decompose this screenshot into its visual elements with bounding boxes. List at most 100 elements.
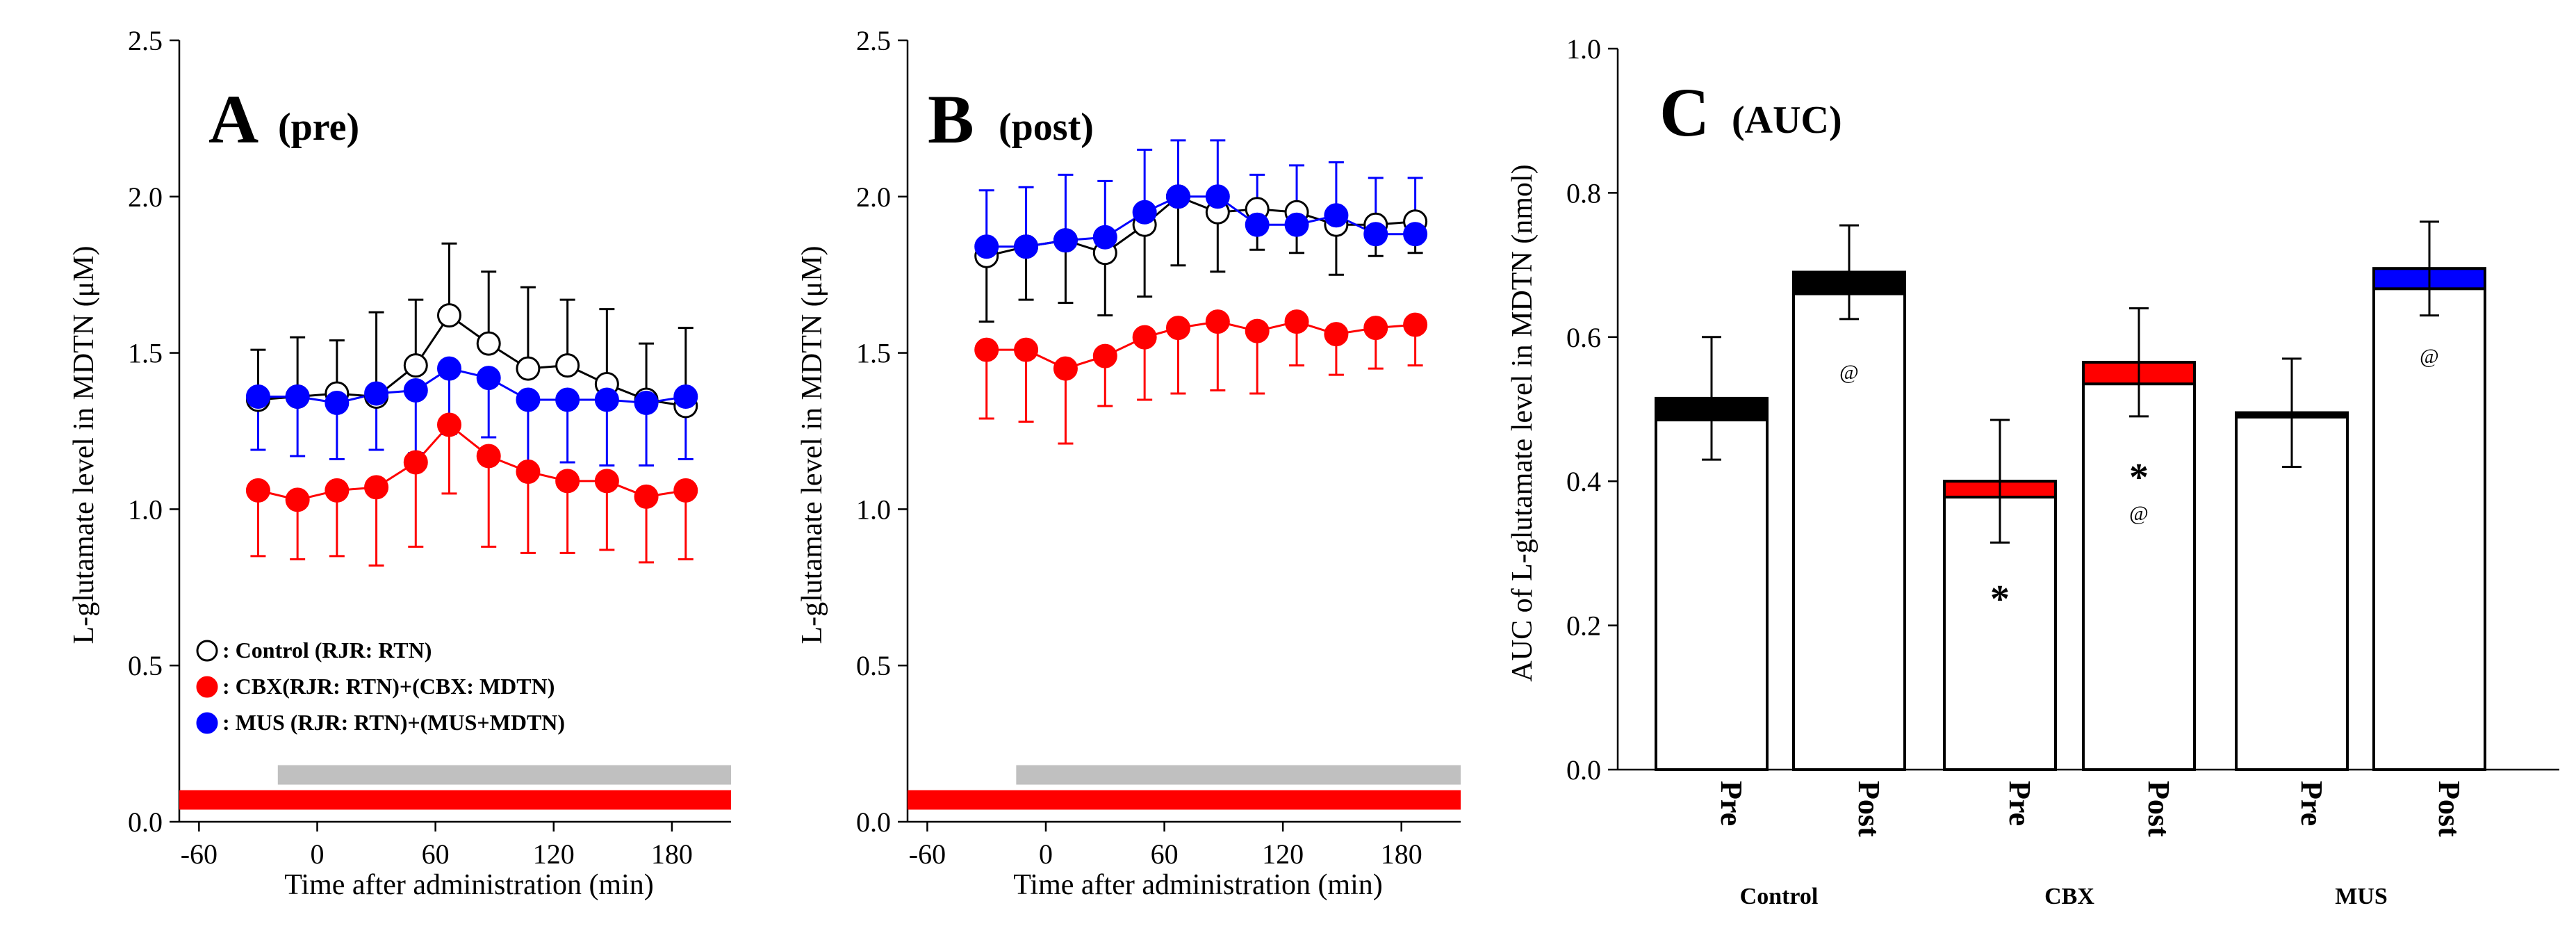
y-tick-label-B: 1.0 [856, 494, 891, 525]
data-point-mus-B [1324, 203, 1349, 228]
series-line-cbx-B [986, 321, 1416, 370]
y-tick-label-A: 1.5 [128, 338, 163, 369]
series-line-control-A [258, 314, 687, 407]
data-point-cbx-A [516, 459, 541, 484]
data-point-cbx-A [476, 444, 501, 469]
group-label-mus: MUS [2335, 884, 2388, 909]
series-line-control-B [986, 195, 1416, 257]
y-axis-label-C: AUC of L-glutamate level in MDTN (nmol) [1507, 164, 1539, 681]
y-tick-label-B: 2.5 [856, 25, 891, 56]
y-tick-label-A: 2.5 [128, 25, 163, 56]
data-point-mus-B [974, 234, 999, 259]
data-point-control-A [476, 331, 501, 356]
data-point-mus-B [1403, 222, 1428, 247]
y-tick-label-B: 0.5 [856, 650, 891, 681]
data-point-cbx-A [364, 475, 389, 500]
data-point-cbx-B [1284, 309, 1309, 334]
category-label-5: Post [2432, 781, 2466, 837]
data-point-mus-B [1363, 222, 1388, 247]
y-tick-label-B: 1.5 [856, 338, 891, 369]
y-tick-label-A: 1.0 [128, 494, 163, 525]
data-point-mus-A [436, 356, 461, 381]
data-point-cbx-A [403, 450, 428, 475]
data-point-cbx-A [555, 469, 580, 494]
data-point-cbx-B [1324, 322, 1349, 347]
y-tick-label-C: 0.4 [1566, 466, 1601, 497]
data-point-mus-A [594, 387, 619, 412]
data-point-mus-A [364, 381, 389, 406]
data-point-mus-B [1165, 184, 1190, 209]
y-tick-label-C: 0.8 [1566, 177, 1601, 209]
panel-letter-A: A [208, 81, 259, 158]
data-point-control-A [436, 303, 461, 328]
data-point-cbx-A [594, 469, 619, 494]
data-point-mus-B [1092, 225, 1117, 250]
data-point-cbx-A [325, 478, 350, 503]
x-tick-label-B: -60 [909, 838, 946, 870]
y-tick-label-C: 0.6 [1566, 322, 1601, 353]
legend-label-0: : Control (RJR: RTN) [222, 638, 432, 663]
administration-bar-B [908, 790, 1461, 810]
y-axis-label-A: L-glutamate level in MDTN (μM) [68, 245, 100, 644]
series-line-cbx-A [258, 423, 687, 501]
y-tick-label-A: 2.0 [128, 181, 163, 213]
x-axis-label-B: Time after administration (min) [1013, 869, 1383, 901]
significance-at-3: @ [2129, 502, 2149, 525]
data-point-cbx-B [1092, 343, 1117, 368]
data-point-control-A [403, 353, 428, 378]
y-tick-label-A: 0.0 [128, 806, 163, 838]
data-point-cbx-B [1245, 318, 1270, 343]
data-point-cbx-B [1132, 325, 1157, 350]
category-label-4: Pre [2295, 781, 2329, 826]
data-point-control-A [555, 353, 580, 378]
panel-letter-C: C [1659, 74, 1709, 151]
data-point-mus-A [516, 387, 541, 412]
y-tick-label-C: 0.2 [1566, 610, 1601, 642]
legend-label-1: : CBX(RJR: RTN)+(CBX: MDTN) [222, 674, 555, 699]
bar-cbx-post [2082, 361, 2196, 771]
data-point-mus-A [476, 366, 501, 391]
legend-marker-1 [196, 676, 218, 698]
data-point-cbx-A [436, 412, 461, 437]
administration-bar-B [1016, 765, 1461, 785]
significance-star-3: * [2129, 456, 2149, 499]
data-point-mus-B [1205, 184, 1230, 209]
x-tick-label-B: 180 [1381, 838, 1422, 870]
data-point-cbx-A [245, 478, 270, 503]
data-point-cbx-B [1165, 316, 1190, 341]
significance-star-2: * [1990, 578, 2010, 621]
data-point-mus-B [1014, 234, 1039, 259]
panel-label-C: (AUC) [1732, 99, 1842, 142]
category-label-1: Post [1852, 781, 1886, 837]
data-point-cbx-B [1363, 316, 1388, 341]
category-label-2: Pre [2003, 781, 2037, 826]
series-line-mus-A [258, 367, 687, 405]
y-tick-label-A: 0.5 [128, 650, 163, 681]
legend-marker-0 [196, 640, 218, 662]
category-label-3: Post [2142, 781, 2176, 837]
bar-mus-pre [2235, 411, 2349, 771]
data-point-control-A [516, 356, 541, 381]
y-axis-label-B: L-glutamate level in MDTN (μM) [796, 245, 828, 644]
x-tick-label-A: 60 [422, 838, 450, 870]
x-tick-label-A: 180 [651, 838, 693, 870]
data-point-cbx-A [634, 484, 659, 509]
category-label-0: Pre [1714, 781, 1748, 826]
y-tick-label-B: 2.0 [856, 181, 891, 213]
data-point-mus-A [325, 391, 350, 416]
data-point-mus-A [285, 384, 310, 409]
data-point-cbx-B [974, 337, 999, 362]
x-tick-label-B: 120 [1262, 838, 1304, 870]
y-tick-label-C: 1.0 [1566, 33, 1601, 65]
data-point-mus-A [403, 378, 428, 403]
data-point-mus-B [1284, 212, 1309, 237]
significance-at-1: @ [1839, 361, 1859, 384]
group-label-control: Control [1740, 884, 1819, 909]
administration-bar-A [277, 765, 731, 785]
administration-bar-A [179, 790, 731, 810]
legend-marker-2 [196, 712, 218, 734]
significance-at-5: @ [2420, 345, 2439, 368]
data-point-cbx-A [285, 487, 310, 512]
y-tick-label-B: 0.0 [856, 806, 891, 838]
